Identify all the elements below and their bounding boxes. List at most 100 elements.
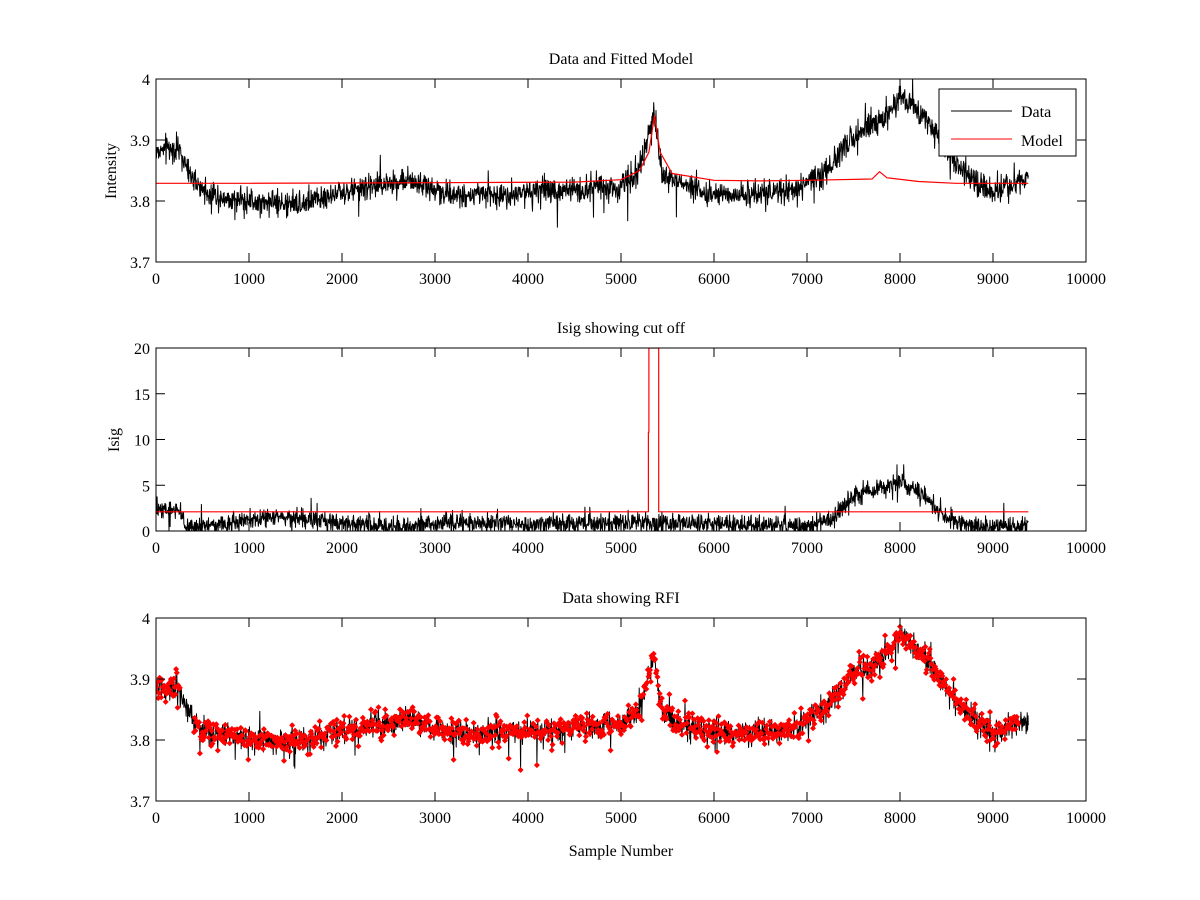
y-tick-label: 5 xyxy=(142,478,150,495)
rfi-marker xyxy=(505,755,512,762)
rfi-marker xyxy=(158,694,165,701)
rfi-marker xyxy=(483,730,490,737)
rfi-marker xyxy=(500,727,507,734)
rfi-marker xyxy=(295,740,302,747)
rfi-marker xyxy=(638,717,645,724)
y-tick-label: 3.7 xyxy=(130,255,150,272)
rfi-marker xyxy=(368,706,374,713)
rfi-marker xyxy=(545,722,552,729)
rfi-marker xyxy=(318,744,325,751)
rfi-marker xyxy=(557,716,564,723)
rfi-marker xyxy=(931,676,938,683)
rfi-marker xyxy=(727,723,734,730)
rfi-marker xyxy=(192,727,199,734)
rfi-marker xyxy=(195,723,202,730)
rfi-marker xyxy=(686,714,693,721)
rfi-marker xyxy=(864,653,871,660)
panel-title: Isig showing cut off xyxy=(557,320,686,337)
x-tick-label: 8000 xyxy=(884,271,916,288)
panel-isig-cutoff: Isig showing cut off Isig 0 1000 2000 3000 4… xyxy=(106,320,1106,557)
rfi-marker xyxy=(702,727,709,734)
panel-title: Data showing RFI xyxy=(562,590,679,607)
rfi-marker xyxy=(310,743,317,750)
rfi-marker xyxy=(998,723,1005,730)
rfi-marker xyxy=(524,712,531,719)
rfi-marker xyxy=(293,730,300,737)
rfi-marker xyxy=(176,684,183,691)
rfi-marker xyxy=(647,667,653,673)
rfi-marker xyxy=(213,721,220,728)
rfi-marker xyxy=(800,721,807,728)
rfi-marker xyxy=(166,686,173,693)
rfi-marker xyxy=(868,677,875,684)
rfi-marker xyxy=(952,687,959,694)
y-axis-label: Isig xyxy=(106,428,123,452)
rfi-marker xyxy=(689,710,696,717)
rfi-marker xyxy=(383,712,390,719)
rfi-marker xyxy=(872,662,879,668)
rfi-marker xyxy=(715,713,722,720)
rfi-marker xyxy=(205,734,212,741)
x-tick-label: 7000 xyxy=(791,540,823,557)
rfi-marker xyxy=(219,727,226,734)
rfi-marker xyxy=(455,717,462,724)
rfi-marker xyxy=(338,729,345,736)
rfi-marker xyxy=(633,707,640,713)
rfi-marker xyxy=(655,682,662,689)
rfi-marker xyxy=(701,737,708,744)
rfi-marker xyxy=(876,674,883,681)
rfi-marker xyxy=(700,718,707,725)
rfi-marker xyxy=(776,740,783,747)
x-axis-label: Sample Number xyxy=(569,843,674,860)
rfi-marker xyxy=(946,685,953,691)
rfi-marker xyxy=(833,683,840,690)
rfi-marker xyxy=(473,742,480,749)
x-tick-label: 9000 xyxy=(977,810,1009,827)
x-tick-label: 7000 xyxy=(791,271,823,288)
rfi-marker xyxy=(408,715,415,722)
rfi-marker xyxy=(283,744,290,750)
rfi-marker xyxy=(579,714,586,721)
rfi-marker xyxy=(378,737,385,744)
rfi-marker xyxy=(643,686,650,692)
rfi-marker xyxy=(636,713,643,720)
rfi-marker xyxy=(705,717,712,724)
rfi-marker xyxy=(982,733,989,740)
rfi-marker xyxy=(669,705,676,712)
rfi-marker xyxy=(355,743,362,750)
rfi-marker xyxy=(625,702,632,709)
rfi-marker xyxy=(656,690,663,697)
rfi-marker xyxy=(548,747,555,754)
rfi-marker xyxy=(460,740,467,747)
rfi-marker xyxy=(943,676,950,683)
rfi-marker xyxy=(417,714,424,721)
rfi-marker xyxy=(766,718,773,725)
legend: Data Model xyxy=(938,88,1077,157)
rfi-marker xyxy=(316,718,323,725)
rfi-marker xyxy=(260,746,267,752)
rfi-marker xyxy=(679,731,685,738)
x-tick-label: 9000 xyxy=(977,271,1009,288)
rfi-marker xyxy=(632,701,639,708)
rfi-marker xyxy=(331,721,338,728)
rfi-marker xyxy=(260,726,267,733)
rfi-marker xyxy=(289,722,296,729)
rfi-marker xyxy=(922,643,929,650)
rfi-marker xyxy=(545,737,552,743)
rfi-marker xyxy=(996,720,1002,727)
rfi-marker xyxy=(684,720,691,727)
rfi-marker xyxy=(652,656,659,663)
rfi-marker xyxy=(245,756,252,763)
rfi-marker xyxy=(927,655,934,662)
rfi-marker xyxy=(281,757,287,764)
rfi-marker xyxy=(517,767,524,773)
rfi-marker xyxy=(239,732,246,739)
rfi-marker xyxy=(761,741,768,747)
rfi-marker xyxy=(286,748,293,755)
rfi-marker xyxy=(375,704,382,711)
rfi-marker xyxy=(765,735,772,742)
y-tick-label: 10 xyxy=(134,433,150,450)
rfi-marker xyxy=(799,730,806,737)
rfi-marker xyxy=(447,730,454,736)
rfi-marker xyxy=(845,679,852,685)
